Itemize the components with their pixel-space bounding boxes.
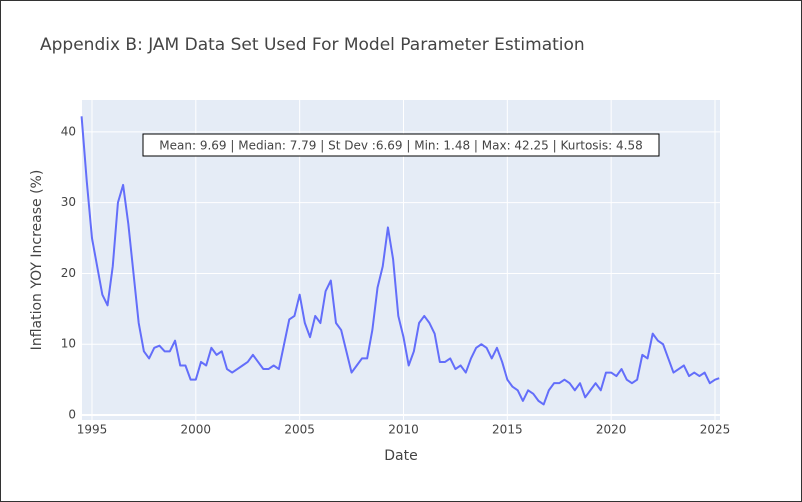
y-tick-label: 0 [68,408,76,422]
line-series [80,116,720,406]
x-tick-label: 2000 [181,423,212,437]
x-tick-label: 2005 [284,423,315,437]
y-tick-label: 10 [61,337,76,351]
x-tick-label: 2025 [700,423,731,437]
y-tick-label: 40 [61,124,76,138]
y-tick-label: 20 [61,266,76,280]
x-tick-label: 2020 [596,423,627,437]
annotation-box [142,133,660,157]
x-tick-label: 1995 [77,423,108,437]
y-tick-label: 30 [61,195,76,209]
x-axis-label: Date [384,448,417,464]
annotation: Mean: 9.69 | Median: 7.79 | St Dev :6.69… [159,139,642,153]
chart-title: Appendix B: JAM Data Set Used For Model … [40,35,585,55]
x-tick-label: 2015 [492,423,523,437]
x-tick-label: 2010 [388,423,419,437]
y-axis-label: Inflation YOY Increase (%) [29,170,45,351]
